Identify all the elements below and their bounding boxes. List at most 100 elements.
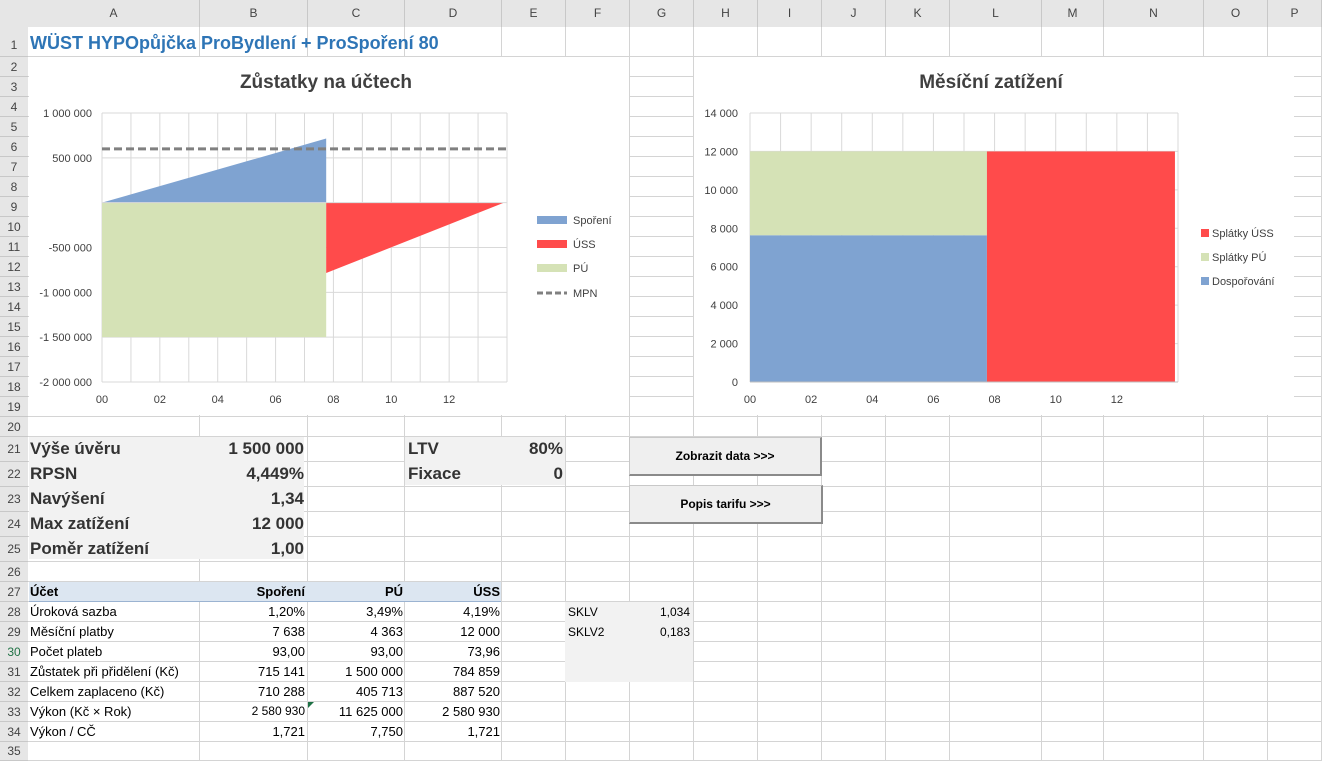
table-cell[interactable]: 3,49% [366, 604, 403, 619]
series-splatky-uss-area[interactable] [986, 151, 1175, 382]
row-header[interactable]: 3 [0, 77, 28, 97]
table-cell[interactable]: 93,00 [272, 644, 305, 659]
table-cell[interactable]: 4 363 [370, 624, 403, 639]
summary-value[interactable]: 1 500 000 [228, 439, 304, 458]
column-header[interactable]: I [758, 0, 822, 27]
sklv-value[interactable]: 0,183 [659, 625, 690, 639]
series-uss-area[interactable] [326, 202, 505, 274]
row-header[interactable]: 28 [0, 602, 28, 622]
column-header[interactable]: O [1204, 0, 1268, 27]
row-header[interactable]: 27 [0, 582, 28, 602]
row-header[interactable]: 20 [0, 417, 28, 437]
table-cell[interactable]: Úroková sazba [30, 604, 117, 619]
row-header[interactable]: 16 [0, 337, 28, 357]
series-sporeni-area[interactable] [102, 138, 327, 203]
summary-label[interactable]: LTV [408, 439, 439, 458]
row-header[interactable]: 18 [0, 377, 28, 397]
table-cell[interactable]: Celkem zaplaceno (Kč) [30, 684, 165, 699]
row-header[interactable]: 23 [0, 487, 28, 512]
table-cell[interactable]: Zůstatek při přidělení (Kč) [30, 664, 179, 679]
summary-label[interactable]: Max zatížení [30, 514, 130, 533]
table-cell[interactable]: Počet plateb [30, 644, 103, 659]
summary-label[interactable]: Fixace [408, 464, 461, 483]
row-header[interactable]: 30 [0, 642, 28, 662]
summary-label[interactable]: Poměr zatížení [30, 539, 150, 558]
row-header[interactable]: 35 [0, 742, 28, 761]
table-cell[interactable]: 93,00 [370, 644, 403, 659]
table-cell[interactable]: 73,96 [467, 644, 500, 659]
table-header-cell[interactable]: Spoření [256, 584, 305, 599]
summary-label[interactable]: RPSN [30, 464, 78, 483]
column-header[interactable]: D [405, 0, 502, 27]
row-header[interactable]: 4 [0, 97, 28, 117]
row-header[interactable]: 32 [0, 682, 28, 702]
column-header[interactable]: N [1104, 0, 1204, 27]
table-cell[interactable]: 7 638 [272, 624, 305, 639]
tariff-description-button[interactable]: Popis tarifu >>> [629, 485, 823, 524]
column-header[interactable]: C [308, 0, 405, 27]
table-cell[interactable]: 4,19% [463, 604, 500, 619]
column-header[interactable]: K [886, 0, 950, 27]
table-cell[interactable]: 405 713 [356, 684, 403, 699]
summary-value[interactable]: 0 [553, 464, 563, 483]
row-header[interactable]: 5 [0, 117, 28, 137]
table-cell[interactable]: 12 000 [460, 624, 500, 639]
summary-value[interactable]: 80% [528, 439, 563, 458]
row-header[interactable]: 8 [0, 177, 28, 197]
series-pu-area[interactable] [102, 202, 327, 338]
table-cell[interactable]: 784 859 [453, 664, 500, 679]
summary-label[interactable]: Výše úvěru [30, 439, 121, 458]
column-header[interactable]: J [822, 0, 886, 27]
sklv-label[interactable]: SKLV [568, 605, 598, 619]
sklv-label[interactable]: SKLV2 [568, 625, 605, 639]
row-header[interactable]: 24 [0, 512, 28, 537]
column-header[interactable]: M [1042, 0, 1104, 27]
table-cell[interactable]: 1,20% [268, 604, 305, 619]
table-cell[interactable]: 1,721 [467, 724, 500, 739]
summary-value[interactable]: 4,449% [246, 464, 304, 483]
row-header[interactable]: 12 [0, 257, 28, 277]
row-header[interactable]: 13 [0, 277, 28, 297]
row-header[interactable]: 19 [0, 397, 28, 417]
row-header[interactable]: 21 [0, 437, 28, 462]
row-header[interactable]: 26 [0, 562, 28, 582]
sheet-title[interactable]: WÜST HYPOpůjčka ProBydlení + ProSpoření … [30, 33, 439, 53]
table-cell[interactable]: 2 580 930 [251, 704, 305, 718]
sklv-value[interactable]: 1,034 [659, 605, 690, 619]
row-header[interactable]: 17 [0, 357, 28, 377]
summary-value[interactable]: 12 000 [252, 514, 304, 533]
row-header[interactable]: 31 [0, 662, 28, 682]
table-header-cell[interactable]: PÚ [384, 584, 403, 599]
monthly-load-chart[interactable]: Měsíční zatížení 14 000 12 000 10 000 8 000 6… [694, 57, 1294, 415]
row-header[interactable]: 11 [0, 237, 28, 257]
balances-chart[interactable]: Zůstatky na účtech 1 000 000 500 000 -500 0… [29, 57, 629, 415]
table-cell[interactable]: 715 141 [258, 664, 305, 679]
table-cell[interactable]: Měsíční platby [30, 624, 114, 639]
row-header[interactable]: 25 [0, 537, 28, 562]
show-data-button[interactable]: Zobrazit data >>> [629, 437, 822, 476]
table-cell[interactable]: Výkon (Kč × Rok) [30, 704, 132, 719]
table-header-cell[interactable]: Účet [30, 584, 59, 599]
row-header[interactable]: 1 [0, 33, 28, 57]
table-cell[interactable]: 11 625 000 [338, 704, 403, 719]
summary-label[interactable]: Navýšení [30, 489, 105, 508]
column-header[interactable]: E [502, 0, 566, 27]
row-header[interactable]: 14 [0, 297, 28, 317]
column-header[interactable]: L [950, 0, 1042, 27]
table-cell[interactable]: 710 288 [258, 684, 305, 699]
table-cell[interactable]: 887 520 [453, 684, 500, 699]
row-header[interactable]: 9 [0, 197, 28, 217]
series-dosporovani-area[interactable] [750, 235, 987, 382]
row-header[interactable]: 7 [0, 157, 28, 177]
column-header[interactable]: G [630, 0, 694, 27]
column-header[interactable]: B [200, 0, 308, 27]
column-header[interactable]: F [566, 0, 630, 27]
row-header[interactable]: 10 [0, 217, 28, 237]
row-header[interactable]: 33 [0, 702, 28, 722]
row-header[interactable]: 2 [0, 57, 28, 77]
table-cell[interactable]: 7,750 [370, 724, 403, 739]
table-cell[interactable]: 1,721 [272, 724, 305, 739]
summary-value[interactable]: 1,00 [270, 539, 304, 558]
row-header[interactable]: 34 [0, 722, 28, 742]
